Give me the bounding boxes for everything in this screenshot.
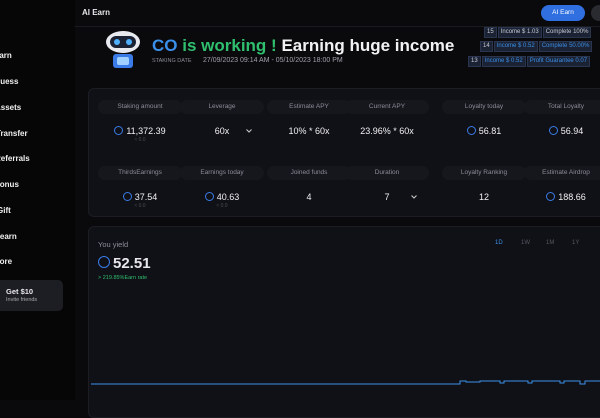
yield-line — [91, 380, 600, 385]
coin-icon — [114, 126, 124, 135]
ticker-income: Income $ 0.52 — [481, 56, 526, 67]
stat-label: Earnings today — [180, 166, 264, 180]
stat-value-text: 40.63 — [216, 192, 240, 202]
stat-label: Current APY — [345, 100, 429, 114]
stat-value: 56.81 — [442, 126, 526, 136]
coin-icon — [546, 192, 556, 201]
header-title: CO is working ! Earning huge income — [152, 36, 454, 56]
ticker-status: Complete 100% — [542, 27, 592, 38]
yield-label: You yield — [98, 240, 129, 249]
stat-label: Duration — [345, 166, 429, 180]
promo-subtitle: Invite friends — [6, 297, 38, 303]
ticker-row: 15 Income $ 1.03 Complete 100% — [484, 27, 592, 38]
stat-label: Estimate APY — [267, 100, 351, 114]
stat-sub: ≈ 0.0 — [134, 137, 146, 143]
staking-range: 27/09/2023 09:14 AM - 05/10/2023 18:00 P… — [203, 57, 343, 64]
stat-value-text: 4 — [306, 192, 312, 202]
stat-value[interactable]: 60x — [180, 126, 264, 136]
stat-sub: ≈ 0.0 — [216, 203, 228, 209]
ticker-income: Income $ 1.03 — [497, 27, 542, 38]
stat-label: Leverage — [180, 100, 264, 114]
stat-value-text: 56.94 — [560, 126, 584, 136]
yield-rate: > 219.85%Earn rate — [98, 275, 148, 281]
stat-label: Estimate Airdrop — [524, 166, 600, 180]
stat-value-text: 60x — [214, 126, 230, 136]
nav-item[interactable]: Bonus — [0, 180, 19, 189]
nav-item[interactable]: More — [0, 257, 13, 266]
top-button[interactable]: AI Earn — [541, 5, 585, 21]
nav-item[interactable]: Referrals — [0, 154, 30, 163]
settings-button[interactable] — [591, 5, 600, 21]
time-tab[interactable]: 1Y — [572, 240, 580, 246]
stat-value: 11,372.39 — [98, 126, 182, 136]
stat-value-text: 56.81 — [478, 126, 502, 136]
stat-value-text: 10% * 60x — [288, 126, 330, 136]
ticker-id: 13 — [468, 56, 481, 67]
stat-label: ThirdsEarnings — [98, 166, 182, 180]
stat-value[interactable]: 7 — [345, 192, 429, 202]
stat-value-text: 11,372.39 — [126, 126, 166, 136]
coin-icon — [466, 126, 476, 135]
stat-label: Staking amount — [98, 100, 182, 114]
stat-value-text: 188.66 — [558, 192, 586, 202]
stat-value-text: 37.54 — [134, 192, 158, 202]
app-title: AI Earn — [82, 8, 111, 17]
time-tab[interactable]: 1D — [495, 240, 503, 246]
nav-item[interactable]: Transfer — [0, 129, 28, 138]
nav-item[interactable]: Guess — [0, 77, 19, 86]
stat-label: Joined funds — [267, 166, 351, 180]
ticker-income: Income $ 0.52 — [493, 41, 538, 52]
ticker-status: Complete 50.00% — [538, 41, 593, 52]
stat-value: 12 — [442, 192, 526, 202]
stat-value: 56.94 — [524, 126, 600, 136]
stat-label: Loyalty Ranking — [442, 166, 526, 180]
stat-label: Loyalty today — [442, 100, 526, 114]
dropdown-chevron — [411, 195, 417, 199]
staking-label: STAKING DATE — [152, 58, 192, 64]
promo-box[interactable] — [0, 280, 63, 311]
ticker-id: 15 — [484, 27, 497, 38]
stat-value-text: 12 — [478, 192, 489, 202]
sidebar — [0, 0, 75, 400]
nav-item[interactable]: Earn — [0, 51, 12, 60]
coin-icon — [204, 192, 214, 201]
stat-value: 37.54 — [98, 192, 182, 202]
title-part: CO — [152, 36, 178, 55]
divider — [75, 26, 600, 27]
stat-value: 188.66 — [524, 192, 600, 202]
stat-value: 4 — [267, 192, 351, 202]
yield-amount: 52.51 — [113, 255, 151, 272]
title-part: is working ! — [182, 36, 277, 55]
yield-value: 52.51 — [98, 255, 151, 272]
nav-item[interactable]: Assets — [0, 103, 22, 112]
time-tab[interactable]: 1M — [546, 240, 555, 246]
yield-card — [88, 226, 600, 418]
stat-value-text: 7 — [384, 192, 390, 202]
title-part: Earning huge income — [281, 36, 455, 55]
ticker-status: Profit Guarantee 0.07 — [526, 56, 591, 67]
coin-icon — [98, 256, 110, 268]
ticker-id: 14 — [480, 41, 493, 52]
stat-label: Total Loyalty — [524, 100, 600, 114]
dropdown-chevron — [246, 129, 252, 133]
nav-item[interactable]: Gift — [0, 206, 11, 215]
ticker-row: 14 Income $ 0.52 Complete 50.00% — [480, 41, 593, 52]
stat-value-text: 23.96% * 60x — [360, 126, 414, 136]
coin-icon — [122, 192, 132, 201]
promo-title: Get $10 — [6, 287, 34, 296]
ticker-row: 13 Income $ 0.52 Profit Guarantee 0.07 — [468, 56, 591, 67]
coin-icon — [548, 126, 558, 135]
time-tab[interactable]: 1W — [521, 240, 530, 246]
stat-value: 40.63 — [180, 192, 264, 202]
stat-sub: ≈ 0.0 — [134, 203, 146, 209]
robot-icon — [106, 31, 140, 68]
stat-value: 10% * 60x — [267, 126, 351, 136]
stat-value: 23.96% * 60x — [345, 126, 429, 136]
nav-item[interactable]: Learn — [0, 232, 17, 241]
